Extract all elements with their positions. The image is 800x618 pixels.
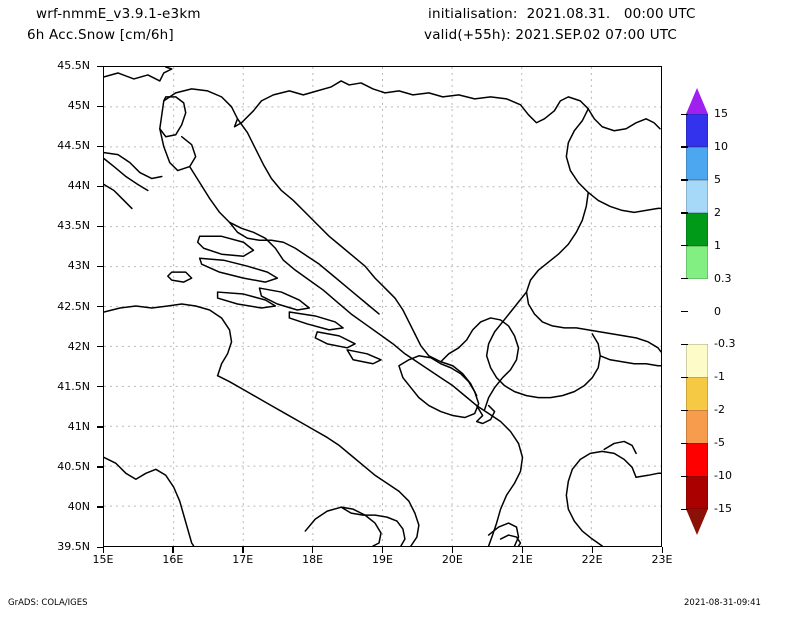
colorbar-tick-label: -5 <box>714 436 725 450</box>
colorbar-tick-label: -1 <box>714 370 725 384</box>
colorbar-segment <box>686 146 708 181</box>
colorbar-tick <box>681 376 688 379</box>
x-axis-label: 19E <box>372 553 393 566</box>
producer-credit: GrADS: COLA/IGES <box>8 598 88 608</box>
colorbar-segment <box>686 114 708 148</box>
colorbar-tick <box>681 311 688 313</box>
y-axis-tick <box>97 546 103 548</box>
y-axis-tick <box>97 306 103 308</box>
colorbar-tick-label: -0.3 <box>714 337 736 351</box>
y-axis-label: 43N <box>67 259 90 273</box>
colorbar-segment <box>686 311 708 345</box>
x-axis-tick <box>661 547 663 553</box>
x-axis-tick <box>242 547 244 553</box>
y-axis-tick <box>97 346 103 348</box>
x-axis-tick <box>102 547 104 553</box>
y-axis-label: 41.5N <box>57 379 90 393</box>
y-axis-tick <box>97 466 103 468</box>
y-axis-label: 45N <box>67 99 90 113</box>
x-axis-tick <box>312 547 314 553</box>
y-axis-tick <box>97 105 103 107</box>
y-axis-label: 44.5N <box>57 139 90 153</box>
colorbar-tick <box>681 278 688 280</box>
colorbar-segment <box>686 377 708 411</box>
x-axis-tick <box>382 547 384 553</box>
colorbar-tick-label: -15 <box>714 502 732 515</box>
x-axis-label: 20E <box>441 553 463 566</box>
colorbar-segment <box>686 245 708 280</box>
colorbar-tick <box>681 508 688 510</box>
y-axis-label: 45.5N <box>57 59 90 72</box>
x-axis-tick <box>521 547 524 553</box>
colorbar-tick <box>681 475 688 477</box>
y-axis-tick <box>97 225 103 228</box>
colorbar-tick-label: -10 <box>714 469 732 483</box>
x-axis-label: 15E <box>92 553 114 566</box>
x-axis-label: 17E <box>232 553 254 566</box>
y-axis-tick <box>97 506 103 508</box>
colorbar-tick-label: 1 <box>714 238 721 252</box>
colorbar-cap-bottom <box>686 509 708 535</box>
colorbar-tick <box>681 442 688 444</box>
colorbar-segment <box>686 179 708 214</box>
colorbar-tick <box>681 212 688 214</box>
y-axis-label: 40N <box>67 499 90 513</box>
x-axis-tick <box>591 547 593 553</box>
colorbar-tick-label: 10 <box>714 139 728 153</box>
y-axis-label: 40.5N <box>57 459 90 473</box>
y-axis-label: 41N <box>67 419 90 433</box>
x-axis-label: 22E <box>581 553 603 566</box>
map-plot-area <box>103 66 662 547</box>
y-axis-label: 39.5N <box>57 540 90 553</box>
colorbar-segment <box>686 476 708 510</box>
generated-timestamp: 2021-08-31-09:41 <box>684 598 761 608</box>
initialisation-time: initialisation: 2021.08.31. 00:00 UTC <box>428 6 696 22</box>
y-axis-label: 43.5N <box>57 219 90 233</box>
colorbar-segment <box>686 344 708 378</box>
colorbar-tick <box>681 113 688 115</box>
colorbar-tick-label: 2 <box>714 205 721 219</box>
colorbar-segment <box>686 410 708 444</box>
colorbar-tick <box>681 146 688 148</box>
colorbar-tick-label: 0.3 <box>714 271 732 285</box>
x-axis-tick <box>172 547 174 553</box>
colorbar-tick <box>681 343 688 346</box>
colorbar-tick <box>681 409 688 412</box>
y-axis-label: 42N <box>67 339 90 353</box>
y-axis-label: 42.5N <box>57 299 90 313</box>
colorbar-segment <box>686 212 708 247</box>
x-axis-tick <box>451 547 454 553</box>
y-axis-tick <box>97 386 103 388</box>
colorbar-tick-label: 5 <box>714 172 721 186</box>
colorbar-segment <box>686 443 708 477</box>
y-axis-tick <box>97 145 103 147</box>
y-axis-tick <box>97 65 103 67</box>
y-axis-tick <box>97 265 103 268</box>
x-axis-label: 21E <box>511 553 533 566</box>
colorbar-tick-label: 15 <box>714 107 728 120</box>
colorbar-segment <box>686 278 708 312</box>
model-title: wrf-nmmE_v3.9.1-e3km <box>36 6 201 22</box>
y-axis-tick <box>97 185 103 188</box>
colorbar <box>686 88 708 535</box>
x-axis-label: 16E <box>162 553 184 566</box>
colorbar-tick <box>681 245 688 247</box>
x-axis-label: 23E <box>651 553 673 566</box>
map-geography <box>104 67 661 546</box>
field-subtitle: 6h Acc.Snow [cm/6h] <box>27 27 174 43</box>
colorbar-tick <box>681 179 688 181</box>
valid-time: valid(+55h): 2021.SEP.02 07:00 UTC <box>424 27 678 43</box>
colorbar-tick-label: 0 <box>714 304 721 318</box>
colorbar-tick-label: -2 <box>714 403 725 417</box>
x-axis-label: 18E <box>302 553 324 566</box>
y-axis-label: 44N <box>67 179 90 193</box>
y-axis-tick <box>97 426 103 428</box>
colorbar-cap-top <box>686 88 708 114</box>
